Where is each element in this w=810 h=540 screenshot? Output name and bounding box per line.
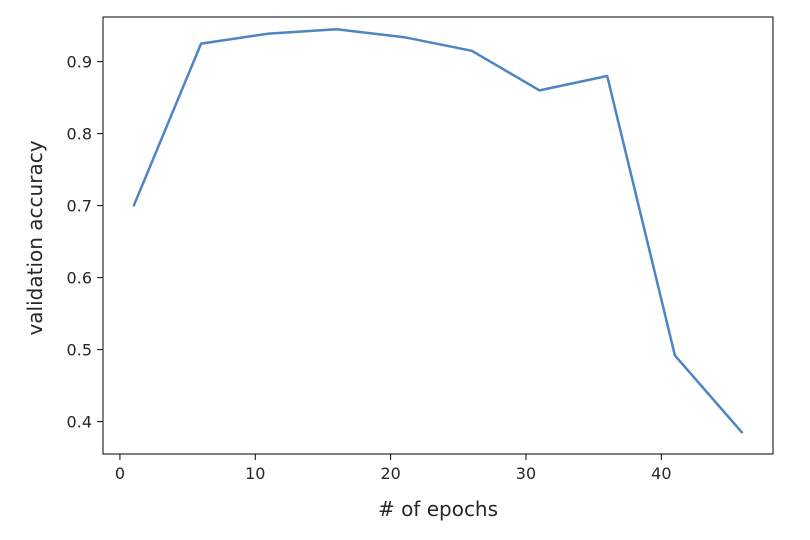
y-axis-label: validation accuracy xyxy=(23,140,47,335)
y-tick-label: 0.8 xyxy=(67,125,92,144)
y-tick-label: 0.6 xyxy=(67,269,92,288)
x-tick-label: 20 xyxy=(380,464,400,483)
series-layer xyxy=(132,27,744,434)
x-tick-label: 0 xyxy=(115,464,125,483)
x-axis-label: # of epochs xyxy=(378,497,498,521)
x-axis-ticks: 0 10 20 30 40 xyxy=(115,454,672,483)
y-tick-label: 0.9 xyxy=(67,53,92,72)
y-tick-label: 0.7 xyxy=(67,197,92,216)
series-line-0 xyxy=(132,27,744,434)
y-tick-label: 0.4 xyxy=(67,413,92,432)
plot-area xyxy=(102,16,774,455)
y-tick-label: 0.5 xyxy=(67,341,92,360)
x-tick-label: 30 xyxy=(516,464,536,483)
x-tick-label: 40 xyxy=(651,464,671,483)
x-tick-label: 10 xyxy=(245,464,265,483)
y-axis-ticks: 0.4 0.5 0.6 0.7 0.8 0.9 xyxy=(67,53,103,432)
